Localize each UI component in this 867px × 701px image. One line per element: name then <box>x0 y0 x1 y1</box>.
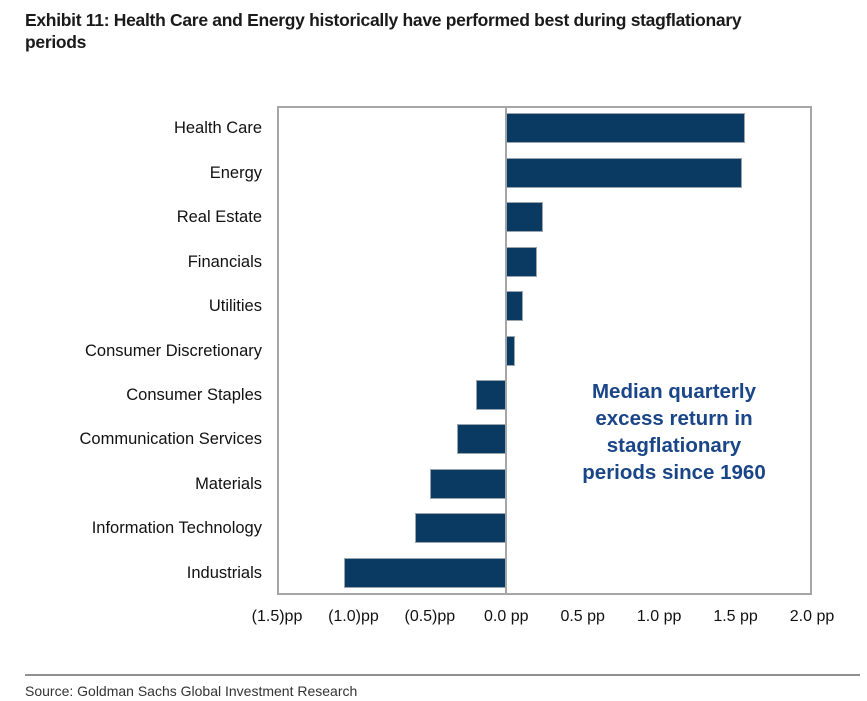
bar-materials <box>429 468 507 499</box>
bar-consumer-discretionary <box>506 335 516 366</box>
bar-utilities <box>506 291 524 322</box>
category-label-financials: Financials <box>187 252 262 271</box>
chart-annotation: Median quarterly excess return in stagflat… <box>538 378 810 486</box>
category-label-consumer-staples: Consumer Staples <box>126 385 262 404</box>
category-label-real-estate: Real Estate <box>176 208 262 227</box>
category-label-information-technology: Information Technology <box>91 519 262 538</box>
category-label-utilities: Utilities <box>208 297 262 316</box>
category-label-consumer-discretionary: Consumer Discretionary <box>85 341 262 360</box>
category-label-health-care: Health Care <box>173 119 262 138</box>
bar-financials <box>506 246 537 277</box>
source-note: Source: Goldman Sachs Global Investment … <box>25 683 358 699</box>
x-tick-label: 0.5 pp <box>560 608 605 625</box>
chart-annotation-line: Median quarterly <box>591 380 757 403</box>
bar-energy <box>506 157 742 188</box>
bar-chart: Health Care Energy Real Estate Financials Ut… <box>79 106 835 625</box>
exhibit-title-line: Exhibit 11: Health Care and Energy histo… <box>25 10 742 30</box>
exhibit-title: Exhibit 11: Health Care and Energy histo… <box>25 9 855 53</box>
category-label-industrials: Industrials <box>186 563 262 582</box>
chart-annotation-line: periods since 1960 <box>582 461 766 484</box>
bar-industrials <box>344 557 507 588</box>
bar-health-care <box>506 113 745 144</box>
x-tick-label: 1.0 pp <box>636 608 682 625</box>
bar-consumer-staples <box>475 379 507 410</box>
bar-communication-services <box>457 424 507 455</box>
category-label-energy: Energy <box>209 163 262 182</box>
x-tick-label: (1.5)pp <box>251 608 303 625</box>
x-tick-label: (0.5)pp <box>404 608 456 625</box>
chart-annotation-line: excess return in <box>595 407 753 430</box>
category-label-materials: Materials <box>195 474 262 493</box>
footer-divider <box>25 674 860 676</box>
x-tick-label: 0.0 pp <box>484 608 529 625</box>
category-label-communication-services: Communication Services <box>79 430 262 449</box>
exhibit-title-line: periods <box>25 32 87 52</box>
x-tick-label: (1.0)pp <box>328 608 379 625</box>
bar-real-estate <box>506 202 543 233</box>
chart-annotation-line: stagflationary <box>606 434 742 457</box>
x-tick-label: 2.0 pp <box>789 608 835 625</box>
bar-information-technology <box>414 513 507 544</box>
x-tick-label: 1.5 pp <box>713 608 758 625</box>
